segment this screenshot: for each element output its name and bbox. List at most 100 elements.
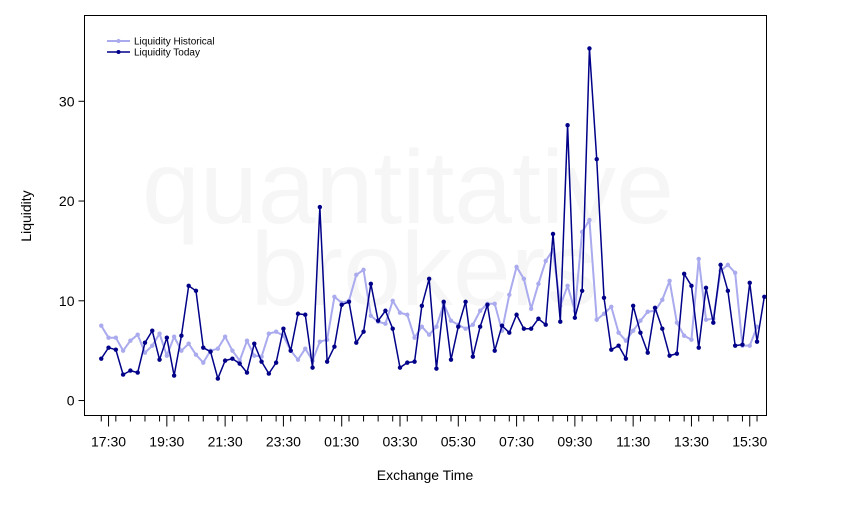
data-point: [288, 348, 293, 353]
data-point: [419, 303, 425, 308]
data-point: [630, 303, 636, 308]
data-point: [550, 231, 556, 237]
x-tick-label: 15:30: [732, 434, 767, 450]
data-point: [667, 278, 672, 284]
data-point: [230, 348, 235, 353]
data-point: [485, 302, 490, 307]
data-point: [142, 340, 148, 345]
data-point: [179, 333, 184, 338]
data-point: [295, 357, 301, 362]
data-point: [579, 288, 585, 294]
data-point: [201, 345, 206, 350]
data-point: [295, 311, 301, 316]
data-point: [477, 324, 483, 329]
data-point: [616, 343, 621, 348]
data-point: [259, 359, 264, 364]
data-point: [594, 317, 599, 322]
data-point: [354, 340, 359, 345]
data-point: [346, 299, 352, 304]
data-point: [434, 366, 439, 371]
data-point: [711, 320, 716, 325]
plot-frame: [84, 15, 767, 416]
data-point: [492, 348, 497, 353]
x-tick-label: 07:30: [499, 434, 534, 450]
data-point: [543, 258, 548, 264]
data-point: [222, 334, 228, 339]
data-point: [448, 357, 454, 362]
data-point: [689, 337, 694, 342]
data-point: [521, 276, 527, 282]
data-point: [375, 318, 381, 323]
data-point: [507, 292, 512, 298]
data-point: [113, 335, 119, 340]
data-point: [652, 305, 658, 310]
data-point: [120, 372, 126, 377]
data-point: [470, 322, 476, 327]
x-tick-label: 19:30: [149, 434, 184, 450]
data-point: [565, 283, 570, 289]
y-tick-label: 30: [59, 93, 75, 109]
data-point: [587, 46, 592, 51]
data-point: [601, 311, 607, 316]
data-point: [426, 276, 432, 282]
data-point: [222, 358, 228, 363]
data-point: [157, 357, 162, 362]
data-point: [142, 350, 148, 355]
data-point: [368, 281, 374, 287]
data-point: [565, 123, 570, 128]
data-point: [681, 333, 687, 338]
data-point: [150, 343, 155, 348]
data-point: [470, 354, 476, 359]
data-point: [201, 360, 206, 365]
data-point: [361, 329, 366, 334]
data-point: [674, 320, 680, 325]
data-point: [747, 343, 752, 348]
data-point: [317, 204, 323, 210]
data-point: [113, 347, 119, 352]
data-point: [135, 370, 140, 375]
data-point: [601, 295, 607, 300]
data-point: [120, 348, 126, 353]
x-axis-title: Exchange Time: [377, 467, 474, 483]
data-point: [645, 350, 650, 355]
data-point: [696, 256, 701, 262]
data-point: [441, 299, 446, 304]
data-point: [106, 335, 111, 340]
y-tick-label: 20: [59, 193, 75, 209]
data-point: [405, 360, 410, 365]
data-point: [732, 270, 738, 276]
data-point: [732, 343, 738, 348]
data-point: [397, 310, 403, 315]
data-point: [390, 298, 395, 303]
data-point: [171, 373, 177, 378]
data-point: [106, 345, 111, 350]
data-point: [623, 356, 629, 361]
data-point: [762, 294, 767, 299]
series-line: [100, 47, 766, 380]
data-point: [740, 342, 745, 347]
data-point: [383, 308, 388, 313]
data-point: [128, 338, 133, 343]
data-point: [747, 280, 752, 286]
data-point: [157, 331, 162, 336]
data-point: [638, 318, 643, 323]
data-point: [99, 323, 104, 328]
data-point: [303, 312, 308, 317]
data-point: [630, 328, 636, 333]
data-point: [186, 341, 191, 346]
data-point: [681, 271, 687, 277]
x-tick-label: 21:30: [208, 434, 243, 450]
data-point: [667, 353, 672, 358]
x-tick-label: 23:30: [266, 434, 301, 450]
data-point: [99, 356, 104, 361]
x-tick-label: 01:30: [324, 434, 359, 450]
data-point: [171, 334, 177, 339]
data-point: [303, 346, 308, 351]
x-tick-label: 05:30: [441, 434, 476, 450]
data-point: [609, 304, 614, 309]
data-point: [696, 345, 701, 350]
data-point: [135, 332, 140, 337]
